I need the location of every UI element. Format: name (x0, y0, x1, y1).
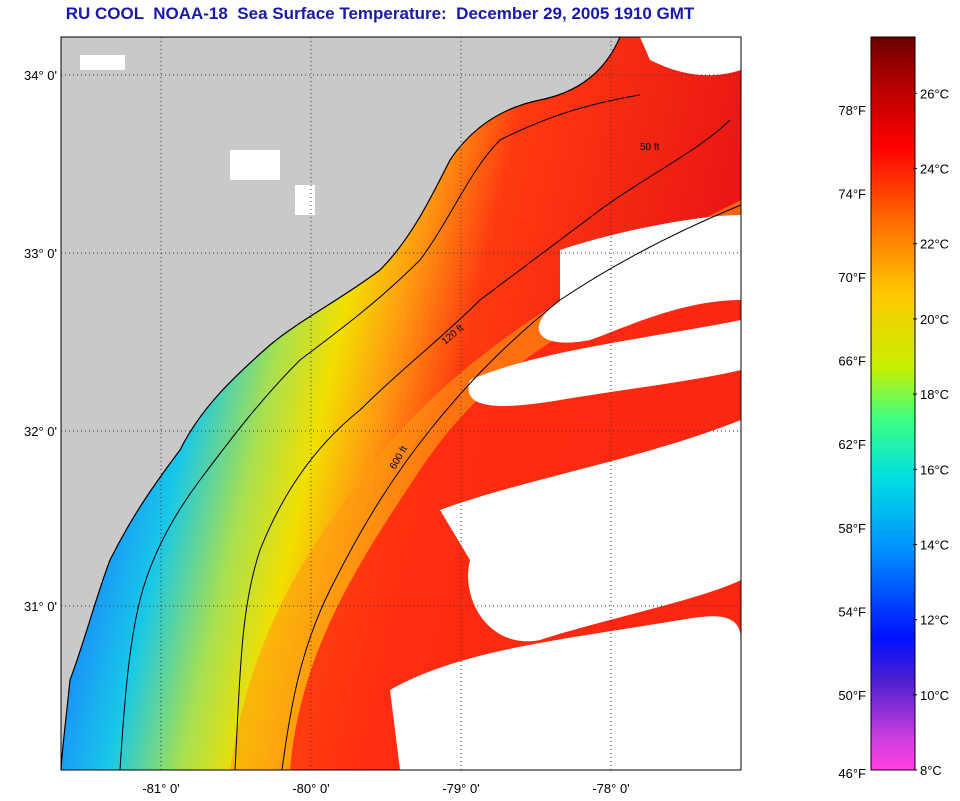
land-island (230, 150, 280, 180)
colorbar-celsius-label: 24°C (920, 162, 949, 177)
colorbar-celsius-label: 14°C (920, 537, 949, 552)
land-island (80, 55, 125, 70)
colorbar-celsius-label: 16°C (920, 462, 949, 477)
colorbar-fahrenheit-label: 74°F (838, 187, 866, 202)
colorbar-fahrenheit-label: 78°F (838, 103, 866, 118)
lat-label: 34° 0' (24, 68, 57, 83)
contour-50ft (119, 94, 641, 770)
colorbar-celsius-label: 18°C (920, 387, 949, 402)
colorbar-fahrenheit-label: 50°F (838, 688, 866, 703)
coastline (61, 37, 621, 770)
colorbar-celsius-label: 22°C (920, 237, 949, 252)
lon-label: -79° 0' (442, 781, 479, 796)
contour-600ft (281, 204, 741, 770)
colorbar-labels: 26°C 24°C 22°C 20°C 18°C 16°C 14°C 12°C 10°C 8°C 7… (838, 86, 949, 781)
lon-label: -81° 0' (142, 781, 179, 796)
colorbar-celsius-label: 10°C (920, 688, 949, 703)
cloud-mask (640, 37, 741, 76)
land (61, 37, 620, 770)
colorbar-fahrenheit-label: 66°F (838, 354, 866, 369)
lat-axis: 34° 0' 33° 0' 32° 0' 31° 0' (24, 68, 57, 614)
colorbar-fahrenheit-label: 70°F (838, 270, 866, 285)
colorbar-fahrenheit-label: 62°F (838, 437, 866, 452)
land-island (295, 185, 315, 215)
cloud-mask (468, 320, 741, 406)
colorbar-celsius-label: 20°C (920, 312, 949, 327)
contour-120ft (234, 119, 731, 770)
map-title: RU COOL NOAA-18 Sea Surface Temperature:… (65, 4, 695, 23)
colorbar-celsius-label: 8°C (920, 763, 942, 778)
grid (61, 37, 741, 770)
map-frame (60, 36, 742, 771)
lat-label: 31° 0' (24, 599, 57, 614)
colorbar (870, 36, 916, 771)
lon-axis: -81° 0' -80° 0' -79° 0' -78° 0' (142, 781, 629, 796)
contour-label-50ft: 50 ft (640, 142, 660, 153)
lat-label: 33° 0' (24, 246, 57, 261)
cloud-mask (390, 616, 741, 770)
colorbar-fahrenheit-label: 58°F (838, 521, 866, 536)
lat-label: 32° 0' (24, 424, 57, 439)
colorbar-celsius-label: 12°C (920, 613, 949, 628)
lon-label: -78° 0' (592, 781, 629, 796)
cloud-mask (440, 420, 741, 642)
colorbar-fahrenheit-label: 54°F (838, 604, 866, 619)
lon-label: -80° 0' (292, 781, 329, 796)
colorbar-fahrenheit-label: 46°F (838, 766, 866, 781)
map-image (61, 37, 741, 770)
colorbar-celsius-label: 26°C (920, 86, 949, 101)
cloud-mask (538, 215, 741, 343)
